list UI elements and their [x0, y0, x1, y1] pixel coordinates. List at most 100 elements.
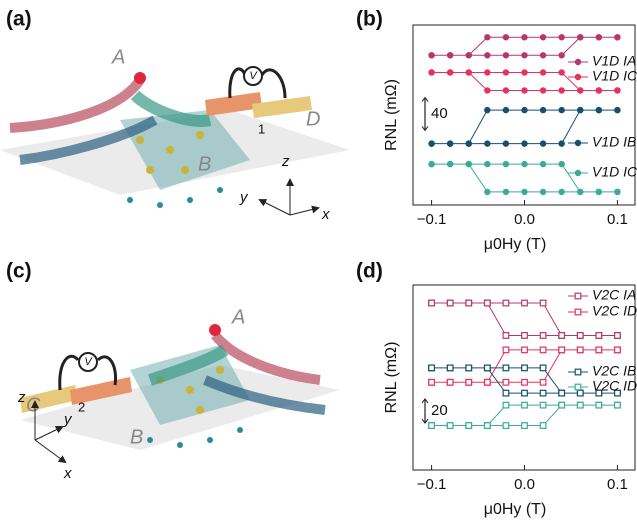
- data-point: [484, 189, 490, 195]
- data-point: [466, 69, 472, 75]
- data-point: [429, 380, 435, 386]
- legend-label: V1D IAC: [592, 53, 637, 69]
- series-line: [432, 303, 618, 335]
- data-point: [522, 390, 528, 396]
- data-point: [522, 333, 528, 339]
- data-point: [447, 423, 453, 429]
- data-point: [484, 140, 490, 146]
- legend-label: V1D ICB: [592, 164, 637, 180]
- data-point: [558, 34, 564, 40]
- data-point: [429, 365, 435, 371]
- data-point: [615, 333, 621, 339]
- data-point: [503, 189, 509, 195]
- data-point: [428, 161, 434, 167]
- data-point: [577, 189, 583, 195]
- axis-label: x: [321, 206, 330, 223]
- data-point: [577, 390, 583, 396]
- data-point: [540, 380, 546, 386]
- data-point: [540, 52, 546, 58]
- chart: −0.10.00.1μ0Hy (T)RNL (mΩ)20V2C IADV2C I…: [383, 285, 637, 518]
- legend-label: V2C IAD: [592, 287, 637, 303]
- x-tick-label: 0.0: [514, 476, 535, 493]
- legend-marker: [575, 369, 581, 375]
- contact-label: 1: [258, 121, 265, 136]
- data-point: [614, 34, 620, 40]
- axis-label: z: [281, 153, 290, 170]
- data-point: [559, 347, 565, 353]
- data-point: [484, 107, 490, 113]
- data-point: [614, 87, 620, 93]
- legend-marker: [575, 74, 581, 80]
- data-point: [503, 107, 509, 113]
- data-point: [503, 333, 509, 339]
- data-point: [466, 52, 472, 58]
- data-point: [485, 423, 491, 429]
- data-point: [484, 34, 490, 40]
- data-point: [447, 69, 453, 75]
- data-point: [558, 189, 564, 195]
- data-point: [447, 161, 453, 167]
- x-tick-label: −0.1: [417, 211, 447, 228]
- data-point: [484, 161, 490, 167]
- data-point: [521, 140, 527, 146]
- illustration-c: V A B C 2 z y x: [17, 306, 340, 482]
- data-point: [466, 300, 472, 306]
- data-point: [540, 347, 546, 353]
- legend-marker: [575, 59, 581, 65]
- data-point: [521, 161, 527, 167]
- data-point: [429, 423, 435, 429]
- data-point: [558, 87, 564, 93]
- panel-label: (d): [356, 260, 383, 283]
- figure: (a) (b) (c) (d) V A B D 1 z y x: [0, 0, 637, 525]
- data-point: [503, 300, 509, 306]
- data-point: [466, 423, 472, 429]
- data-point: [466, 161, 472, 167]
- data-point: [614, 107, 620, 113]
- data-point: [540, 402, 546, 408]
- scale-bar-label: 40: [431, 105, 448, 122]
- data-point: [540, 390, 546, 396]
- contact-label: D: [306, 108, 320, 130]
- data-point: [596, 87, 602, 93]
- data-point: [615, 402, 621, 408]
- data-point: [522, 423, 528, 429]
- data-point: [447, 380, 453, 386]
- x-tick-label: 0.0: [514, 211, 535, 228]
- data-point: [596, 107, 602, 113]
- y-axis-label: RNL (mΩ): [383, 79, 400, 151]
- contact-label: A: [111, 46, 125, 68]
- legend-label: V1D ICA: [592, 68, 637, 84]
- data-point: [577, 34, 583, 40]
- data-point: [428, 69, 434, 75]
- data-point: [596, 34, 602, 40]
- data-point: [540, 87, 546, 93]
- contact-label: B: [130, 426, 143, 448]
- data-point: [484, 52, 490, 58]
- data-point: [558, 107, 564, 113]
- series-line: [432, 164, 618, 192]
- data-point: [466, 380, 472, 386]
- data-point: [485, 300, 491, 306]
- data-point: [577, 333, 583, 339]
- contact-label: A: [231, 306, 245, 328]
- data-point: [521, 69, 527, 75]
- data-point: [559, 390, 565, 396]
- data-point: [521, 87, 527, 93]
- data-point: [540, 365, 546, 371]
- legend-label: V2C IBD: [592, 363, 637, 379]
- legend-marker: [575, 293, 581, 299]
- data-point: [447, 365, 453, 371]
- data-point: [540, 333, 546, 339]
- data-point: [614, 189, 620, 195]
- data-point: [447, 300, 453, 306]
- data-point: [503, 34, 509, 40]
- data-point: [428, 52, 434, 58]
- legend-label: V2C IDA: [592, 303, 637, 319]
- legend-marker: [575, 140, 581, 146]
- data-point: [484, 69, 490, 75]
- axis-label: z: [17, 389, 26, 406]
- data-point: [447, 140, 453, 146]
- panel-label: (b): [356, 8, 383, 31]
- legend-label: V1D IBC: [592, 134, 637, 150]
- contact-label: C: [26, 394, 41, 416]
